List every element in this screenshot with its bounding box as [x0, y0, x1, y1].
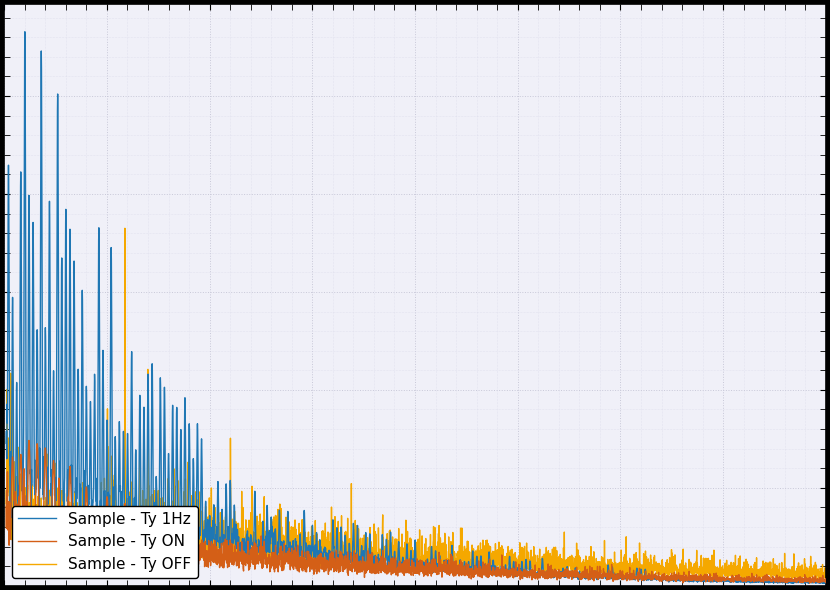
Sample - Ty 1Hz — [346, 558, 356, 565]
Sample - Ty OFF — [597, 569, 607, 576]
Sample - Ty 1Hz — [796, 578, 806, 585]
Sample - Ty 1Hz — [818, 580, 828, 587]
Line: Sample - Ty 1Hz: Sample - Ty 1Hz — [6, 32, 826, 584]
Sample - Ty ON — [821, 577, 830, 584]
Sample - Ty OFF — [796, 572, 806, 579]
Sample - Ty ON — [755, 577, 765, 584]
Sample - Ty ON — [24, 437, 34, 444]
Line: Sample - Ty OFF: Sample - Ty OFF — [6, 228, 826, 580]
Sample - Ty 1Hz — [352, 524, 362, 531]
Sample - Ty 1Hz — [1, 440, 11, 447]
Sample - Ty OFF — [352, 537, 362, 545]
Sample - Ty 1Hz — [755, 577, 765, 584]
Line: Sample - Ty ON: Sample - Ty ON — [6, 441, 826, 583]
Sample - Ty ON — [597, 574, 607, 581]
Sample - Ty OFF — [346, 550, 356, 558]
Sample - Ty ON — [804, 579, 814, 586]
Sample - Ty 1Hz — [20, 28, 30, 35]
Sample - Ty ON — [352, 551, 362, 558]
Sample - Ty OFF — [391, 556, 401, 563]
Sample - Ty OFF — [755, 574, 765, 581]
Sample - Ty OFF — [1, 500, 11, 507]
Sample - Ty 1Hz — [597, 573, 607, 580]
Sample - Ty OFF — [787, 576, 797, 584]
Sample - Ty OFF — [120, 225, 129, 232]
Sample - Ty ON — [391, 568, 401, 575]
Sample - Ty OFF — [821, 569, 830, 576]
Sample - Ty ON — [1, 503, 11, 510]
Legend: Sample - Ty 1Hz, Sample - Ty ON, Sample - Ty OFF: Sample - Ty 1Hz, Sample - Ty ON, Sample … — [12, 506, 198, 578]
Sample - Ty ON — [796, 576, 806, 584]
Sample - Ty 1Hz — [821, 579, 830, 586]
Sample - Ty ON — [346, 563, 356, 571]
Sample - Ty 1Hz — [391, 562, 401, 569]
